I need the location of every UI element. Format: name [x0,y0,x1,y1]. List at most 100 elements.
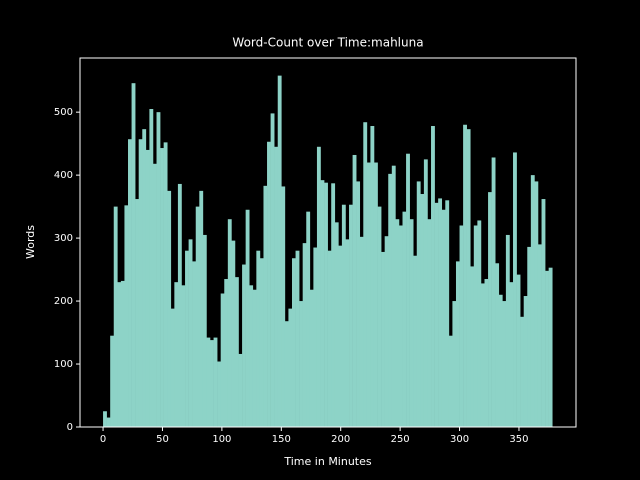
bar [427,219,432,427]
bar [231,240,236,427]
bar [402,211,407,427]
bar [455,261,460,427]
bar [431,126,435,427]
bar [495,263,500,427]
bar [395,219,400,427]
bar [545,270,549,427]
bar [391,165,396,427]
bar [142,129,147,428]
bar [149,109,154,427]
bar [174,282,179,427]
y-tick-label: 100 [54,359,73,370]
bar [463,124,467,427]
bar [520,316,525,427]
y-tick-label: 0 [67,422,73,433]
bar [331,183,336,427]
bar [252,289,257,427]
bar [202,234,207,427]
bar [341,204,346,427]
bar [513,152,517,427]
bar [523,296,528,427]
x-tick-label: 350 [509,434,528,445]
bar [438,198,443,427]
bar [352,154,357,427]
bar [509,282,514,427]
x-tick-label: 150 [272,434,291,445]
bar [459,225,464,427]
y-axis-label: Words [24,225,37,259]
bar [220,293,225,427]
bar [213,337,218,427]
bar [548,267,553,427]
bar [388,173,393,427]
bar [320,180,325,427]
bar [152,163,157,427]
bar [516,274,521,427]
bar [381,251,385,427]
bar [356,181,361,427]
bar [131,83,136,427]
bar [316,146,321,427]
bar [406,153,410,427]
x-tick-label: 300 [450,434,469,445]
bar [185,250,189,427]
bar [473,225,478,427]
bar [124,205,129,427]
y-tick-label: 300 [54,233,73,244]
bar [441,209,446,427]
bar [117,282,122,427]
bar [217,361,221,427]
bar [537,244,542,427]
bar [409,219,414,427]
bar [270,113,275,428]
x-tick-label: 50 [156,434,169,445]
y-tick-label: 400 [54,170,73,181]
bar [302,243,307,427]
bar [106,417,111,427]
bar [181,285,186,427]
bar [373,162,378,428]
bar [195,206,200,427]
bar [192,261,197,427]
bar [452,301,457,427]
bar [234,277,239,427]
bar [199,190,204,427]
bar [138,139,143,427]
bar [306,211,311,427]
y-tick-label: 500 [54,107,73,118]
bar [327,250,332,427]
bar [384,236,389,427]
bar [377,206,382,427]
bar [263,185,268,427]
bar [295,250,300,427]
bar [413,255,418,427]
x-tick-label: 200 [331,434,350,445]
bar [477,220,482,427]
bar [445,200,450,427]
bar [398,225,403,427]
bar [135,199,140,427]
bar [267,141,271,427]
bar [167,190,172,427]
bar [534,181,539,427]
bar [274,146,279,427]
bar [177,183,182,427]
bar [466,129,471,428]
bar [502,301,507,427]
y-tick-label: 200 [54,296,73,307]
bar [366,162,371,428]
bar [256,250,261,427]
bar [448,335,453,427]
bar [324,182,328,427]
bar [488,192,492,427]
bar [420,194,425,427]
bar [120,280,125,427]
bar [210,340,214,427]
bar [309,289,314,427]
bar [113,206,118,427]
x-tick-label: 0 [100,434,106,445]
bar [281,186,286,427]
bar [484,279,489,427]
bar [334,222,339,427]
